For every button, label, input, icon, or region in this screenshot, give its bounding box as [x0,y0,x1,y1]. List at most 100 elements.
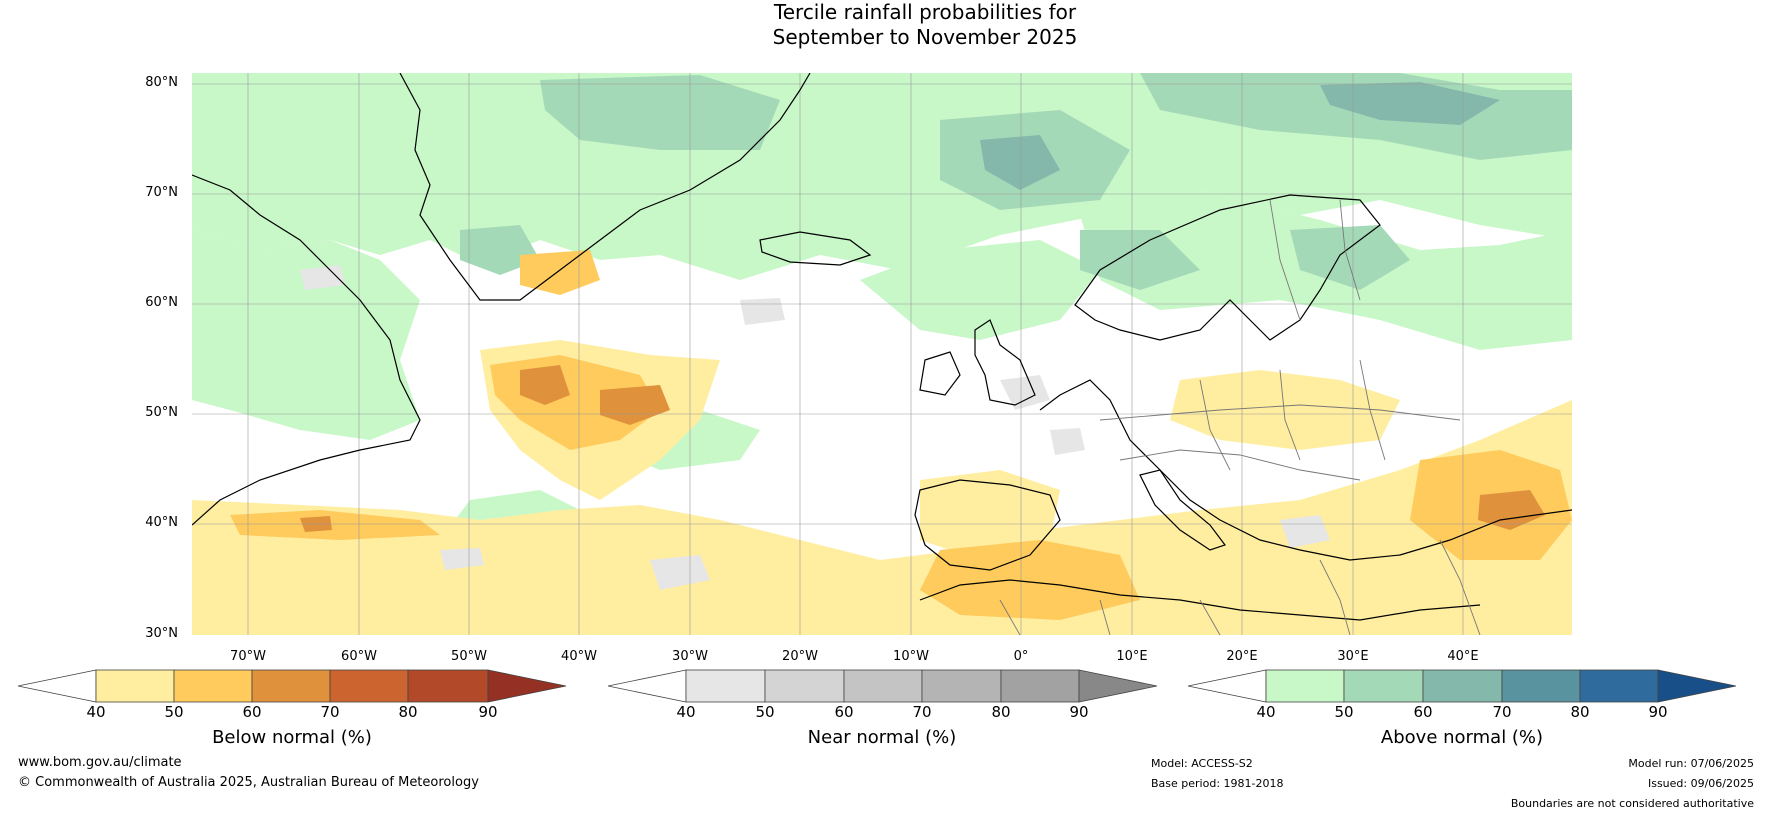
lon-label-40e: 40°E [1447,649,1479,664]
below-tick-60: 60 [242,703,262,721]
below-normal-areas [192,250,1572,635]
below-swatch-70 [329,669,409,703]
below-swatch-80 [407,669,489,703]
above-tick-60: 60 [1413,703,1433,721]
lon-label-30w: 30°W [672,649,708,664]
near-tick-40: 40 [676,703,696,721]
below-dark-3 [1478,490,1545,530]
above-darker-2 [1320,82,1500,125]
iceland-coast [759,231,872,266]
near-swatch-60 [843,669,923,703]
below-swatch-high [487,669,567,703]
iberia-coast [914,479,1061,571]
below-orange-4 [230,510,440,540]
above-swatch-80 [1579,669,1659,703]
italy-coast [1139,469,1226,551]
below-swatch-60 [251,669,331,703]
below-swatch-low [17,669,97,703]
lat-label-40n: 40°N [145,515,178,530]
near-patch-5 [440,548,484,570]
coastlines [192,73,1572,621]
below-orange-5 [520,250,600,295]
lat-label-70n: 70°N [145,185,178,200]
lon-label-70w: 70°W [230,649,266,664]
near-normal-areas [300,265,1330,590]
above-tick-70: 70 [1492,703,1512,721]
above-legend-title: Above normal (%) [1380,727,1544,748]
near-swatch-high [1078,669,1158,703]
above-dark-5 [1290,225,1410,290]
near-patch-4 [650,555,710,590]
near-swatch-70 [921,669,1002,703]
website-link[interactable]: www.bom.gov.au/climate [18,755,182,770]
above-swatch-high [1657,669,1737,703]
below-tick-80: 80 [398,703,418,721]
europe-coast [1039,379,1572,561]
near-swatch-50 [764,669,845,703]
greenland-coast [399,73,811,301]
disclaimer-text: Boundaries are not considered authoritat… [1510,797,1754,810]
near-tick-50: 50 [755,703,775,721]
above-swatch-40 [1265,669,1345,703]
below-tick-50: 50 [164,703,184,721]
lon-label-10w: 10°W [893,649,929,664]
near-swatch-40 [685,669,766,703]
africa-coast [919,579,1481,621]
above-swatch-60 [1422,669,1503,703]
model-run-text: Model run: 07/06/2025 [1628,757,1754,770]
near-tick-60: 60 [834,703,854,721]
below-iberia [920,470,1060,560]
above-normal-areas [192,73,1572,610]
below-swatch-50 [173,669,253,703]
near-tick-90: 90 [1069,703,1089,721]
below-tick-90: 90 [478,703,498,721]
base-period-text: Base period: 1981-2018 [1151,777,1284,790]
colorbar-above [1187,669,1737,703]
near-swatch-80 [1000,669,1080,703]
below-orange-2 [920,540,1140,620]
above-darker-1 [980,135,1060,190]
near-patch-1 [1000,375,1050,410]
lon-label-30e: 30°E [1337,649,1369,664]
map-title: Tercile rainfall probabilities for Septe… [0,0,1770,50]
title-line-1: Tercile rainfall probabilities for [773,0,1077,24]
near-patch-6 [740,298,785,325]
above-swatch-low [1187,669,1267,703]
below-dark-1 [520,365,570,405]
above-norwegian-sea [860,240,1100,340]
above-swatch-50 [1343,669,1424,703]
above-north-band [192,73,1572,280]
lon-label-50w: 50°W [451,649,487,664]
ireland-coast [919,351,961,396]
below-subtropical [192,400,1572,635]
lon-label-40w: 40°W [561,649,597,664]
colorbar-below [17,669,567,703]
lon-label-10e: 10°E [1116,649,1148,664]
lon-label-0: 0° [1013,649,1029,664]
graticule [192,73,1572,635]
near-patch-7 [300,265,345,290]
model-text: Model: ACCESS-S2 [1151,757,1253,770]
above-dark-1 [540,75,780,150]
near-legend-title: Near normal (%) [807,727,957,748]
below-east-europe [1170,370,1400,450]
colorbar-near [607,669,1158,703]
above-dark-4 [1080,230,1200,290]
copyright-text: © Commonwealth of Australia 2025, Austra… [18,775,479,790]
lon-label-20e: 20°E [1226,649,1258,664]
near-tick-70: 70 [912,703,932,721]
issued-text: Issued: 09/06/2025 [1647,777,1754,790]
below-swatch-40 [95,669,175,703]
above-swatch-70 [1501,669,1581,703]
title-line-2: September to November 2025 [772,25,1078,49]
above-tick-50: 50 [1334,703,1354,721]
below-tick-40: 40 [86,703,106,721]
near-swatch-low [607,669,687,703]
lon-label-60w: 60°W [341,649,377,664]
below-dark-2 [600,385,670,425]
near-tick-80: 80 [991,703,1011,721]
britain-coast [974,319,1036,406]
lat-label-50n: 50°N [145,405,178,420]
below-tick-70: 70 [320,703,340,721]
